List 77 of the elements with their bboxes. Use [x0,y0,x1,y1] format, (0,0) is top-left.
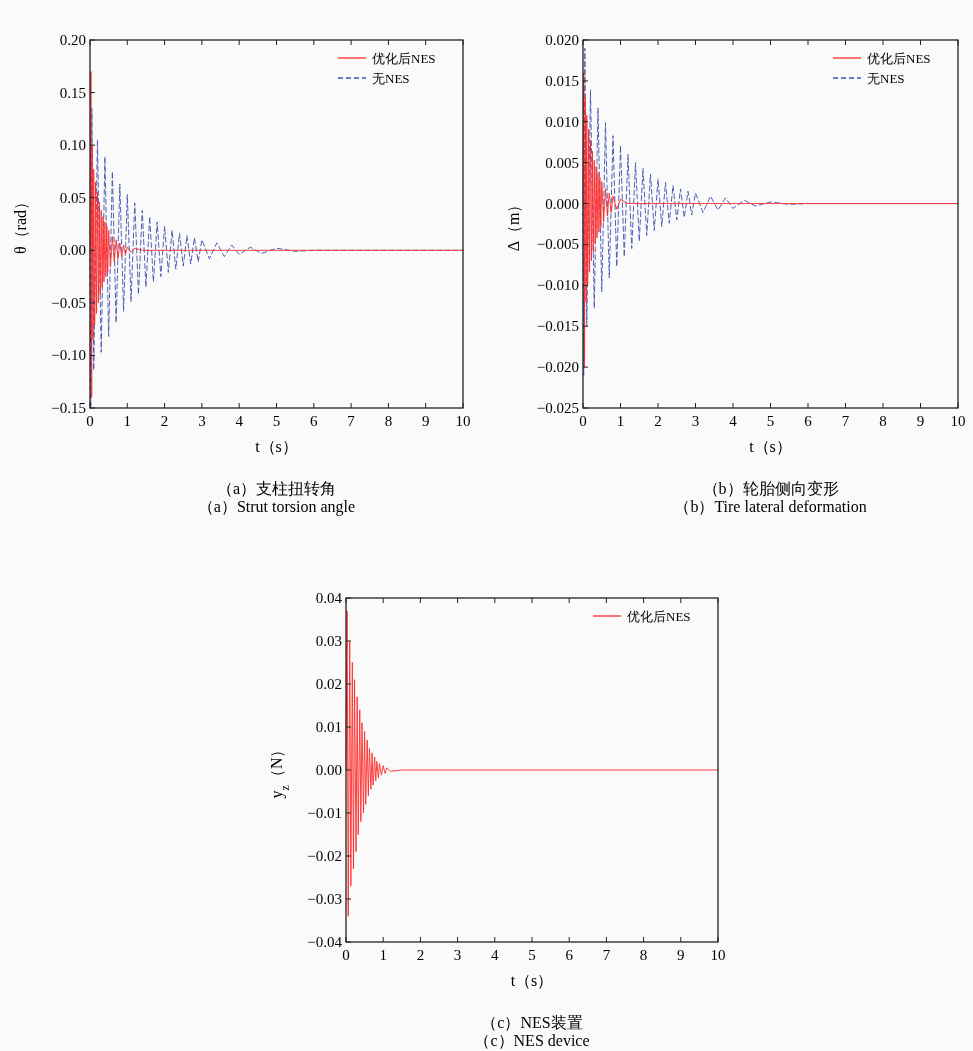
y-tick-label: 0.00 [315,762,342,778]
y-tick-label: 0.00 [59,242,86,259]
x-tick-label: 9 [421,413,430,429]
x-tick-label: 1 [123,413,132,429]
y-tick-label: −0.03 [307,891,342,907]
x-tick-label: 6 [565,947,574,963]
text: （a）Strut torsion angle [197,498,356,516]
x-tick-label: 0 [342,947,350,963]
x-tick-label: 4 [235,413,244,429]
x-tick-label: 6 [310,413,319,429]
x-tick-label: 4 [729,413,738,429]
legend-label: 优化后NES [372,51,436,66]
x-tick-label: 10 [950,413,966,429]
y-tick-label: 0.10 [59,137,86,154]
y-tick-label: −0.10 [51,347,86,364]
y-tick-label: 0.15 [59,84,86,101]
y-tick-label: −0.01 [307,805,342,821]
x-tick-label: 8 [879,413,887,429]
y-tick-label: 0.20 [59,32,86,48]
x-tick-label: 8 [639,947,648,963]
text: （b）Tire lateral deformation [674,498,867,515]
y-tick-label: 0.020 [545,32,579,48]
x-tick-label: 1 [616,413,625,429]
x-tick-label: 4 [491,947,500,963]
x-tick-label: 2 [160,413,169,429]
y-tick-label: 0.010 [545,113,579,130]
x-tick-label: 2 [654,413,662,429]
x-tick-label: 7 [347,413,356,429]
x-axis-title: t（s） [749,438,792,455]
x-axis-title: t（s） [510,972,554,989]
y-tick-label: 0.015 [545,72,579,89]
y-tick-label: 0.04 [315,590,343,606]
x-tick-label: 5 [528,947,536,963]
y-axis-title: Δ（m） [505,196,522,252]
y-tick-label: −0.020 [536,359,579,376]
x-tick-label: 3 [453,947,462,963]
x-tick-label: 5 [272,413,281,429]
x-tick-label: 0 [86,413,94,429]
x-tick-label: 2 [416,947,425,963]
text: （c）NES device [474,1032,590,1049]
y-tick-label: 0.005 [545,154,579,171]
legend-label: 优化后NES [627,609,691,624]
text: （a）支柱扭转角 [216,480,337,497]
y-tick-label: 0.000 [545,195,579,212]
x-tick-label: 7 [841,413,850,429]
x-tick-label: 8 [384,413,393,429]
y-tick-label: −0.05 [51,294,86,311]
x-tick-label: 3 [691,413,700,429]
x-tick-label: 10 [455,413,471,429]
x-tick-label: 0 [579,413,587,429]
line-series [345,610,719,917]
y-tick-label: −0.15 [51,400,86,416]
x-tick-label: 3 [198,413,206,429]
y-tick-label: 0.05 [59,189,86,206]
x-tick-label: 10 [710,947,726,963]
x-axis-title: t（s） [255,438,298,455]
y-tick-label: −0.005 [536,236,579,253]
y-tick-label: −0.04 [307,934,343,950]
y-tick-label: 0.02 [315,676,342,692]
y-tick-label: −0.010 [536,277,579,294]
y-tick-label: 0.03 [315,633,342,649]
y-tick-label: −0.015 [536,318,579,335]
x-tick-label: 1 [379,947,387,963]
y-axis-title: θ（rad） [12,193,29,255]
y-tick-label: 0.01 [315,719,342,735]
x-tick-label: 6 [804,413,813,429]
x-tick-label: 5 [766,413,775,429]
legend-label: 无NES [372,71,410,86]
text: （c）NES装置 [481,1014,583,1031]
legend-label: 优化后NES [867,51,931,66]
x-tick-label: 7 [602,947,611,963]
x-tick-label: 9 [916,413,925,429]
legend-label: 无NES [867,71,905,86]
y-tick-label: −0.025 [536,400,579,416]
y-tick-label: −0.02 [307,848,342,864]
text: （b）轮胎侧向变形 [702,480,839,497]
x-tick-label: 9 [677,947,685,963]
